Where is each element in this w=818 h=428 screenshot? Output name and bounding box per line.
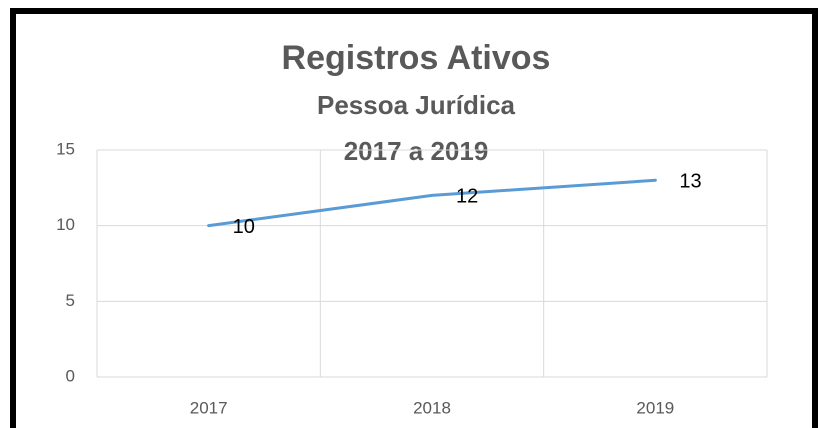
data-label: 13	[679, 171, 701, 193]
chart-subtitle: 2017 a 2019	[344, 136, 489, 166]
data-label: 10	[233, 216, 255, 238]
y-tick-label: 15	[56, 139, 75, 158]
chart-border	[10, 8, 818, 428]
x-tick-label: 2018	[413, 398, 451, 417]
y-tick-label: 5	[66, 291, 75, 310]
chart-subtitle: Pessoa Jurídica	[317, 90, 516, 120]
y-tick-label: 10	[56, 215, 75, 234]
x-tick-label: 2017	[190, 398, 228, 417]
x-tick-label: 2019	[636, 398, 674, 417]
line	[207, 178, 657, 228]
y-tick-label: 0	[66, 366, 75, 385]
chart-title: Registros Ativos	[282, 39, 551, 77]
data-label: 12	[456, 186, 478, 208]
